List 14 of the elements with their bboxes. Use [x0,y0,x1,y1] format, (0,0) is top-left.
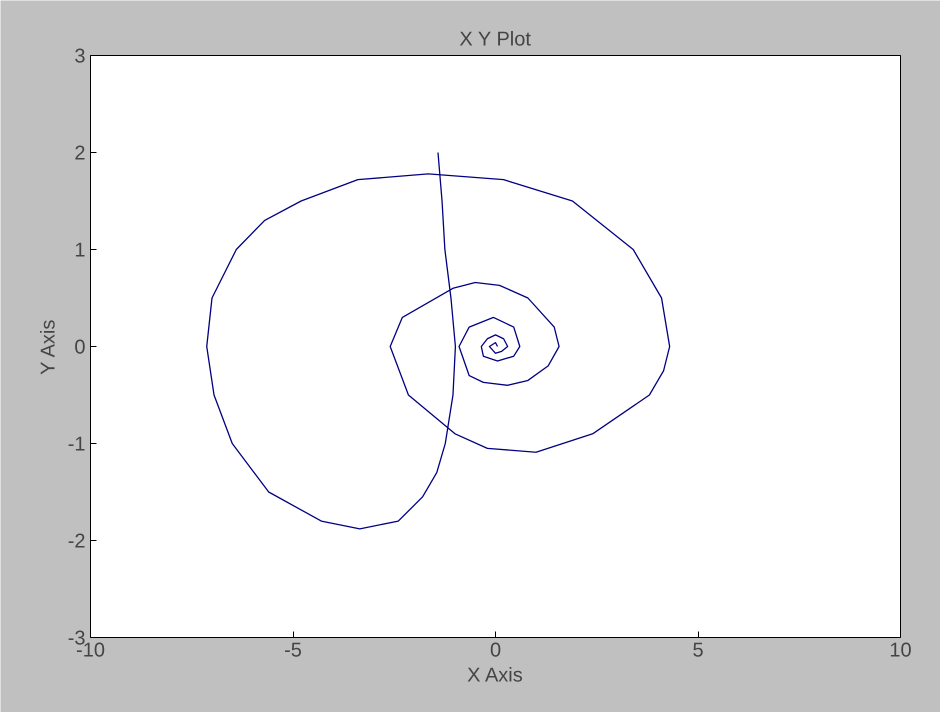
y-tick-label: 0 [74,336,86,358]
y-tick-label: 2 [74,142,86,164]
y-tick-label: 3 [74,46,86,68]
chart-title: X Y Plot [459,28,532,50]
x-axis-title: X Axis [467,664,523,686]
line-series [206,152,670,530]
y-tick-label: -1 [68,434,86,456]
y-axis-title: Y Axis [38,320,60,375]
x-tick-label: 10 [889,640,912,662]
y-tick-label: -2 [68,530,86,552]
y-tick-label: 1 [74,240,86,262]
x-tick-label: -5 [284,640,302,662]
x-tick-label: 0 [490,640,502,662]
x-tick-label: 5 [692,640,704,662]
